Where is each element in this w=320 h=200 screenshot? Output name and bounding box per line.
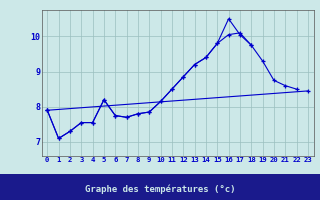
Text: Graphe des températures (°c): Graphe des températures (°c) [85,184,235,194]
